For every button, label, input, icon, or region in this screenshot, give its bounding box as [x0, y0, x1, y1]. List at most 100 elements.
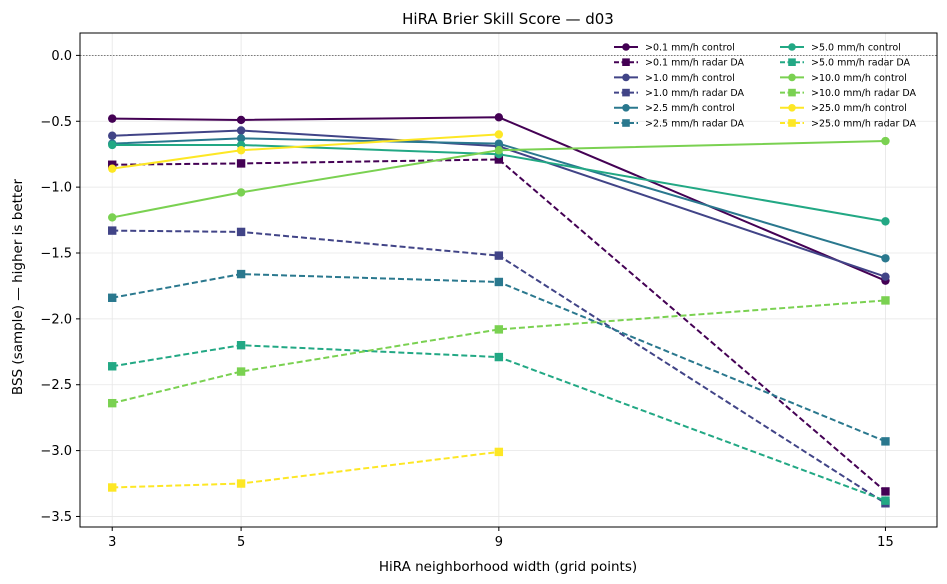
y-axis-label: BSS (sample) — higher is better — [10, 178, 26, 395]
legend-marker — [788, 58, 796, 66]
x-tick-label: 15 — [877, 535, 894, 550]
x-axis-label: HiRA neighborhood width (grid points) — [379, 559, 637, 575]
data-point-marker — [494, 352, 504, 362]
data-point-marker — [236, 269, 246, 279]
data-point-marker — [494, 139, 504, 148]
data-point-marker — [494, 251, 504, 260]
data-point-marker — [236, 188, 246, 197]
legend-marker — [788, 73, 796, 82]
legend-item: >0.1 mm/h radar DA — [614, 58, 744, 69]
legend-marker — [622, 43, 630, 51]
legend-marker — [788, 119, 796, 127]
legend-label: >5.0 mm/h control — [811, 42, 901, 53]
data-point-marker — [108, 226, 117, 235]
legend-label: >2.5 mm/h control — [645, 103, 735, 114]
data-point-marker — [881, 254, 890, 263]
legend-marker — [788, 88, 796, 97]
series-line — [112, 140, 886, 219]
legend-item: >1.0 mm/h control — [614, 73, 735, 84]
data-point-marker — [881, 496, 890, 505]
data-point-marker — [108, 114, 117, 123]
data-point-marker — [236, 367, 246, 376]
legend-label: >2.5 mm/h radar DA — [645, 118, 744, 129]
data-point-marker — [236, 227, 246, 237]
legend-item: >25.0 mm/h radar DA — [780, 118, 917, 129]
series-line — [112, 229, 886, 505]
data-point-marker — [108, 362, 117, 371]
legend-label: >1.0 mm/h radar DA — [645, 88, 744, 99]
legend-item: >2.5 mm/h control — [614, 103, 735, 114]
series-layer — [108, 113, 890, 508]
series-line — [111, 299, 886, 405]
legend-item: >2.5 mm/h radar DA — [614, 118, 744, 129]
legend-marker — [788, 104, 796, 112]
data-point-marker — [881, 437, 890, 446]
data-point-marker — [881, 217, 890, 226]
data-point-marker — [881, 272, 890, 281]
series-line — [112, 137, 886, 260]
legend-item: >1.0 mm/h radar DA — [614, 88, 744, 99]
y-tick-label: 0.0 — [51, 49, 72, 64]
legend: >0.1 mm/h control >0.1 mm/h radar DA >1.0 … — [614, 42, 917, 129]
series-line — [112, 116, 886, 282]
y-tick-label: −0.5 — [40, 115, 72, 130]
legend-label: >1.0 mm/h control — [645, 73, 735, 84]
plot-frame — [79, 32, 938, 528]
series-10-0-mm-h-control — [108, 136, 890, 222]
legend-item: >10.0 mm/h radar DA — [780, 88, 917, 99]
data-point-marker — [881, 296, 890, 305]
data-point-marker — [236, 146, 246, 155]
legend-label: >0.1 mm/h radar DA — [645, 58, 744, 69]
y-tick-label: −2.5 — [40, 378, 72, 393]
data-point-marker — [494, 447, 504, 457]
data-point-marker — [108, 140, 117, 150]
y-tick-label: −3.5 — [40, 510, 72, 525]
data-point-marker — [108, 293, 117, 302]
legend-label: >10.0 mm/h control — [811, 73, 907, 84]
data-point-marker — [494, 325, 504, 334]
series-line — [112, 129, 886, 278]
y-tick-label: −3.0 — [40, 444, 72, 459]
legend-item: >10.0 mm/h control — [780, 73, 907, 84]
series-line — [112, 158, 887, 493]
data-point-marker — [236, 126, 246, 135]
legend-marker — [622, 58, 630, 66]
data-point-marker — [108, 398, 117, 408]
legend-label: >25.0 mm/h control — [811, 103, 907, 114]
y-axis-ticks: 0.0 −0.5 −1.0 −1.5 −2.0 −2.5 −3.0 −3.5 — [40, 49, 80, 525]
data-point-marker — [494, 130, 504, 139]
data-point-marker — [236, 115, 246, 125]
series-line — [112, 344, 886, 502]
data-point-marker — [236, 341, 246, 350]
series-line — [112, 143, 886, 223]
data-point-marker — [236, 479, 246, 488]
legend-marker — [622, 119, 630, 127]
x-axis-ticks: 3 5 9 15 — [108, 527, 894, 550]
legend-marker — [788, 43, 796, 51]
data-point-marker — [236, 159, 246, 168]
legend-marker — [622, 88, 630, 97]
legend-label: >5.0 mm/h radar DA — [811, 58, 910, 69]
series-25-0-mm-h-control — [108, 130, 504, 173]
series-line — [112, 273, 886, 443]
data-point-marker — [108, 483, 117, 492]
data-point-marker — [881, 136, 890, 146]
legend-item: >0.1 mm/h control — [614, 42, 735, 53]
legend-item: >5.0 mm/h control — [780, 42, 901, 53]
chart-title: HiRA Brier Skill Score — d03 — [402, 10, 614, 28]
y-tick-label: −1.0 — [40, 181, 72, 196]
legend-item: >25.0 mm/h control — [780, 103, 907, 114]
data-point-marker — [108, 164, 117, 173]
data-point-marker — [881, 487, 890, 496]
series-2-5-mm-h-radar-da — [108, 269, 890, 446]
series-25-0-mm-h-radar-da — [108, 447, 504, 492]
x-tick-label: 3 — [108, 535, 116, 550]
data-point-marker — [108, 213, 117, 222]
data-point-marker — [108, 131, 117, 140]
series-5-0-mm-h-radar-da — [108, 341, 890, 505]
y-tick-label: −2.0 — [40, 312, 72, 327]
legend-marker — [622, 73, 630, 82]
data-point-marker — [494, 277, 504, 287]
x-tick-label: 5 — [237, 535, 245, 550]
